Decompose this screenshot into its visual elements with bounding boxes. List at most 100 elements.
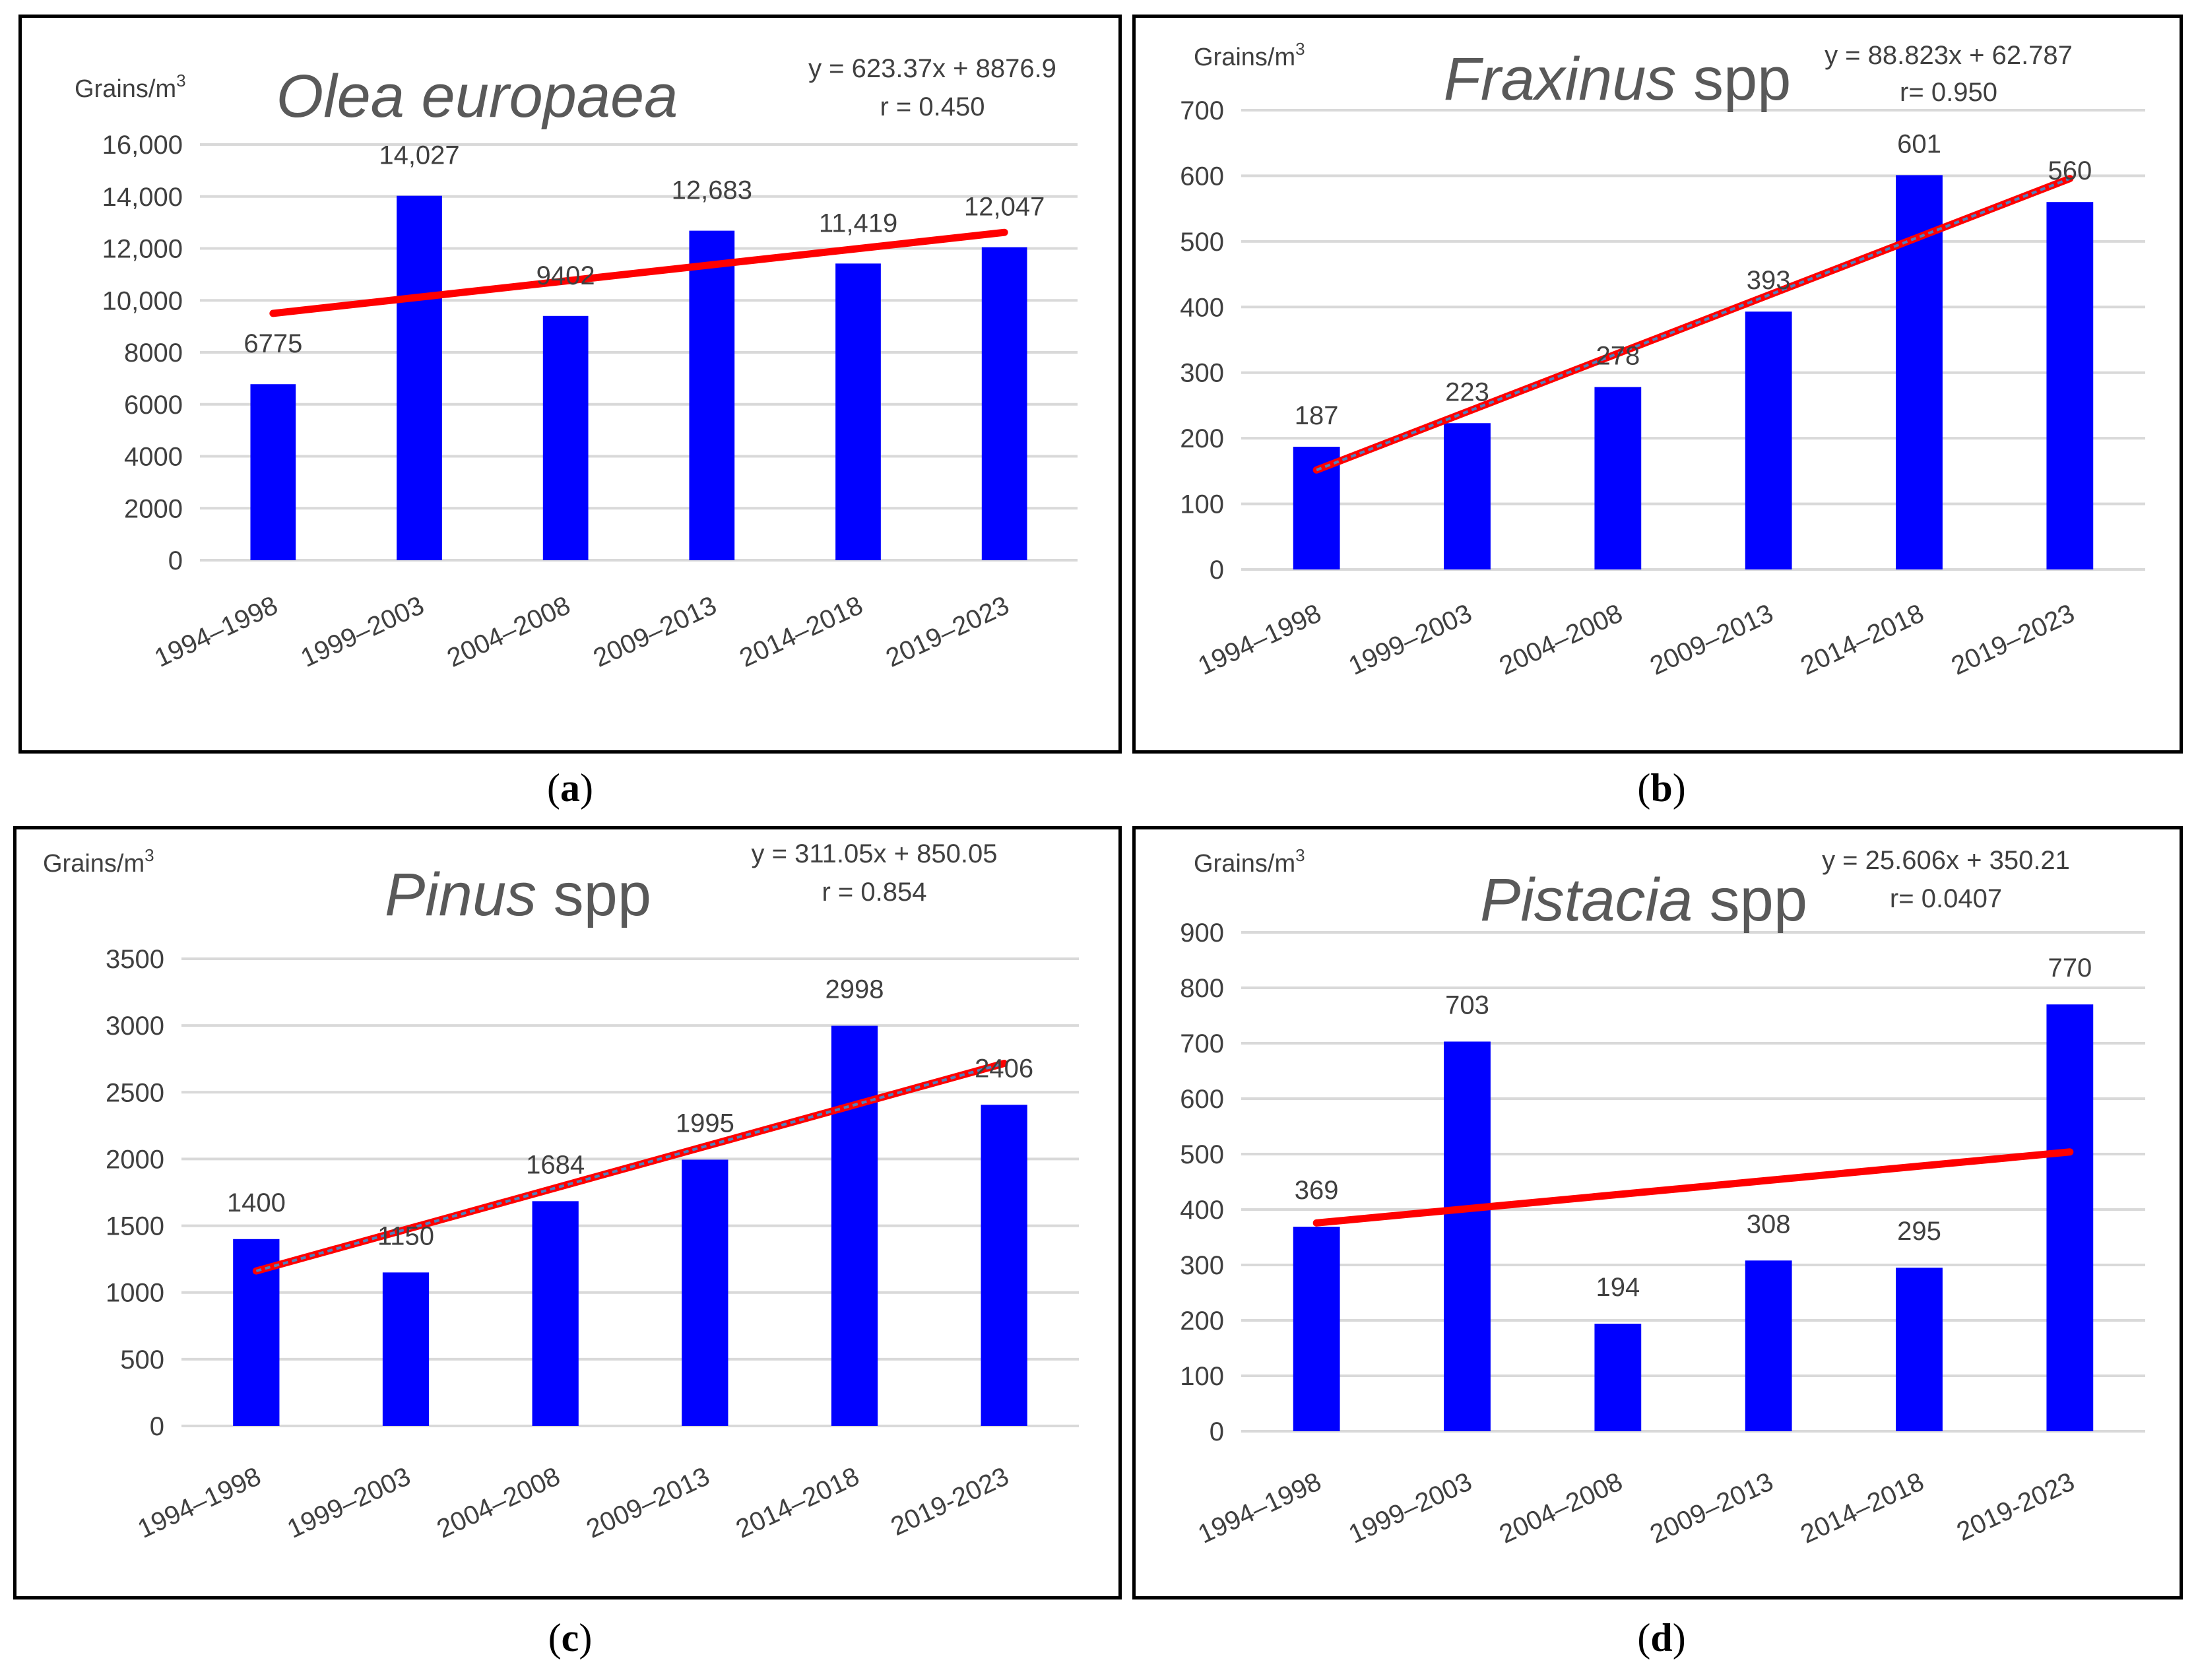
y-tick-label-b-7: 700 — [1180, 96, 1224, 125]
bar-a-5 — [981, 247, 1027, 560]
y-tick-label-a-4: 8000 — [124, 339, 183, 368]
y-unit-sup-a: 3 — [176, 71, 185, 90]
category-label-d-3: 2009–2013 — [1646, 1467, 1778, 1549]
category-label-c-4: 2014–2018 — [732, 1462, 864, 1543]
bar-a-3 — [689, 230, 735, 560]
category-label-b-3: 2009–2013 — [1646, 598, 1778, 680]
chart-a-svg: 0 2000 4000 6000 8000 10,000 12,000 14,000 16,00… — [75, 54, 1078, 673]
y-unit-sup-b: 3 — [1295, 39, 1305, 59]
trend-equation-a: y = 623.37x + 8876.9 — [808, 54, 1056, 83]
y-unit-label-b: Grains/m3 — [1194, 39, 1305, 71]
category-label-c-5: 2019-2023 — [887, 1462, 1014, 1541]
y-tick-label-c-7: 3500 — [106, 945, 164, 974]
r-value-b: r= 0.950 — [1900, 78, 1997, 107]
data-label-d-1: 703 — [1445, 990, 1489, 1019]
y-unit-label-a: Grains/m3 — [75, 71, 186, 103]
y-unit-label-d: Grains/m3 — [1194, 845, 1305, 878]
category-label-d-2: 2004–2008 — [1495, 1467, 1627, 1549]
category-label-c-2: 2004–2008 — [432, 1462, 564, 1543]
chart-title-plain-b: spp — [1676, 46, 1791, 113]
category-label-d-4: 2014–2018 — [1796, 1467, 1928, 1549]
y-tick-label-d-3: 300 — [1180, 1251, 1224, 1280]
category-label-b-4: 2014–2018 — [1796, 598, 1928, 680]
chart-title-b: Fraxinus spp — [1444, 46, 1792, 113]
y-tick-label-c-3: 1500 — [106, 1212, 164, 1241]
y-tick-label-a-8: 16,000 — [102, 131, 183, 160]
chart-panel-d: 0 100 200 300 400 500 600 700 800 900 369 703 194 308… — [1132, 826, 2183, 1599]
bar-b-1 — [1444, 423, 1491, 569]
y-tick-label-a-1: 2000 — [124, 494, 183, 523]
y-tick-label-b-2: 200 — [1180, 424, 1224, 453]
data-label-a-5: 12,047 — [964, 193, 1045, 222]
chart-title-italic-d: Pistacia — [1480, 866, 1693, 934]
data-label-a-3: 12,683 — [672, 176, 752, 205]
caption-a: (a) — [547, 766, 593, 810]
y-tick-label-d-8: 800 — [1180, 974, 1224, 1003]
data-label-b-4: 601 — [1897, 129, 1941, 158]
y-unit-sup-d: 3 — [1295, 845, 1305, 865]
y-tick-label-c-6: 3000 — [106, 1012, 164, 1041]
category-label-a-3: 2009–2013 — [589, 591, 721, 672]
chart-title-plain-d: spp — [1693, 866, 1807, 934]
y-tick-label-b-4: 400 — [1180, 293, 1224, 322]
data-label-d-4: 295 — [1897, 1217, 1941, 1246]
bar-b-5 — [2046, 202, 2094, 569]
data-label-b-2: 278 — [1596, 342, 1640, 371]
data-label-b-1: 223 — [1445, 377, 1489, 406]
caption-c: (c) — [548, 1616, 593, 1660]
trendline-b — [1312, 175, 2074, 474]
bar-d-4 — [1896, 1268, 1943, 1431]
trend-equation-b: y = 88.823x + 62.787 — [1825, 41, 2073, 70]
bar-d-0 — [1293, 1227, 1340, 1431]
y-tick-label-c-4: 2000 — [106, 1145, 164, 1174]
category-label-d-5: 2019-2023 — [1953, 1467, 2079, 1547]
y-tick-label-d-9: 900 — [1180, 919, 1224, 948]
chart-panel-a: 0 2000 4000 6000 8000 10,000 12,000 14,000 16,00… — [18, 15, 1122, 754]
data-label-c-1: 1150 — [377, 1221, 434, 1250]
r-value-c: r = 0.854 — [822, 878, 926, 907]
category-label-a-0: 1994–1998 — [150, 591, 282, 672]
y-tick-label-d-4: 400 — [1180, 1196, 1224, 1225]
y-tick-label-a-3: 6000 — [124, 391, 183, 420]
category-label-a-1: 1999–2003 — [296, 591, 428, 672]
data-label-a-4: 11,419 — [819, 209, 897, 238]
bar-c-1 — [382, 1272, 430, 1426]
data-label-c-4: 2998 — [825, 975, 884, 1004]
data-label-d-2: 194 — [1596, 1273, 1640, 1302]
y-tick-label-a-5: 10,000 — [102, 286, 183, 315]
caption-d: (d) — [1637, 1616, 1686, 1660]
y-unit-label-c: Grains/m3 — [43, 845, 154, 878]
data-label-b-0: 187 — [1295, 401, 1339, 430]
category-label-c-0: 1994–1998 — [133, 1462, 265, 1543]
trend-equation-d: y = 25.606x + 350.21 — [1822, 846, 2070, 875]
r-value-a: r = 0.450 — [880, 92, 985, 121]
data-label-a-1: 14,027 — [379, 141, 459, 170]
category-label-c-1: 1999–2003 — [283, 1462, 415, 1543]
y-tick-label-c-5: 2500 — [106, 1078, 164, 1107]
bar-c-5 — [981, 1105, 1027, 1426]
bar-a-4 — [835, 263, 881, 560]
bar-a-0 — [250, 384, 296, 560]
data-label-d-3: 308 — [1747, 1210, 1791, 1239]
category-label-b-2: 2004–2008 — [1495, 598, 1627, 680]
y-tick-label-a-7: 14,000 — [102, 183, 183, 212]
category-label-d-0: 1994–1998 — [1194, 1467, 1326, 1549]
chart-title-a: Olea europaea — [276, 63, 678, 130]
y-tick-label-a-2: 4000 — [124, 443, 183, 472]
y-tick-label-d-5: 500 — [1180, 1140, 1224, 1169]
category-label-b-1: 1999–2003 — [1344, 598, 1476, 680]
y-tick-label-b-6: 600 — [1180, 162, 1224, 191]
y-tick-label-d-2: 200 — [1180, 1307, 1224, 1336]
y-tick-label-a-6: 12,000 — [102, 235, 183, 264]
y-tick-label-b-5: 500 — [1180, 228, 1224, 257]
y-tick-label-c-2: 1000 — [106, 1279, 164, 1308]
chart-c-svg: 0 500 1000 1500 2000 2500 3000 3500 1400 1150 1684… — [43, 839, 1079, 1544]
trendline-d — [1312, 1148, 2074, 1227]
y-tick-label-c-1: 500 — [120, 1345, 164, 1374]
chart-title-italic-c: Pinus — [385, 861, 536, 928]
chart-title-c: Pinus spp — [385, 861, 651, 928]
category-label-a-5: 2019–2023 — [882, 591, 1014, 672]
category-label-b-5: 2019–2023 — [1947, 598, 2079, 680]
category-label-d-1: 1999–2003 — [1344, 1467, 1476, 1549]
y-tick-label-c-0: 0 — [150, 1412, 164, 1441]
